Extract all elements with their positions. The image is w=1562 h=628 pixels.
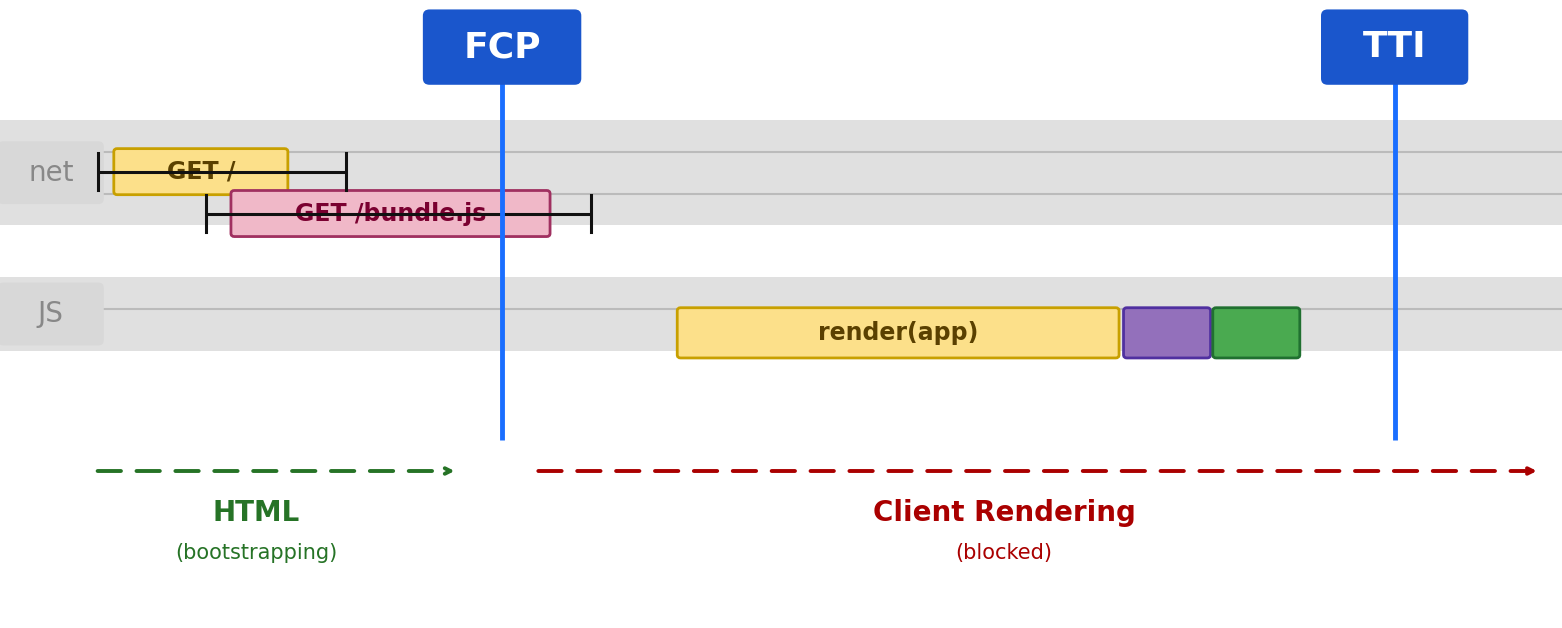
- Text: JS: JS: [37, 300, 64, 328]
- Text: net: net: [28, 159, 73, 187]
- FancyBboxPatch shape: [678, 308, 1118, 358]
- Text: FCP: FCP: [464, 30, 540, 64]
- FancyBboxPatch shape: [0, 283, 103, 345]
- FancyBboxPatch shape: [0, 141, 103, 204]
- Text: Client Rendering: Client Rendering: [873, 499, 1136, 527]
- FancyBboxPatch shape: [1321, 9, 1468, 85]
- Text: render(app): render(app): [818, 321, 978, 345]
- Text: (bootstrapping): (bootstrapping): [175, 543, 337, 563]
- Text: GET /: GET /: [167, 160, 234, 183]
- Text: GET /bundle.js: GET /bundle.js: [295, 202, 486, 225]
- FancyBboxPatch shape: [1123, 308, 1211, 358]
- Text: HTML: HTML: [212, 499, 300, 527]
- FancyBboxPatch shape: [114, 149, 287, 195]
- FancyBboxPatch shape: [231, 190, 550, 237]
- FancyBboxPatch shape: [1212, 308, 1300, 358]
- Text: (blocked): (blocked): [956, 543, 1053, 563]
- Bar: [0, 121, 1562, 225]
- FancyBboxPatch shape: [423, 9, 581, 85]
- Text: TTI: TTI: [1362, 30, 1426, 64]
- Bar: [0, 278, 1562, 350]
